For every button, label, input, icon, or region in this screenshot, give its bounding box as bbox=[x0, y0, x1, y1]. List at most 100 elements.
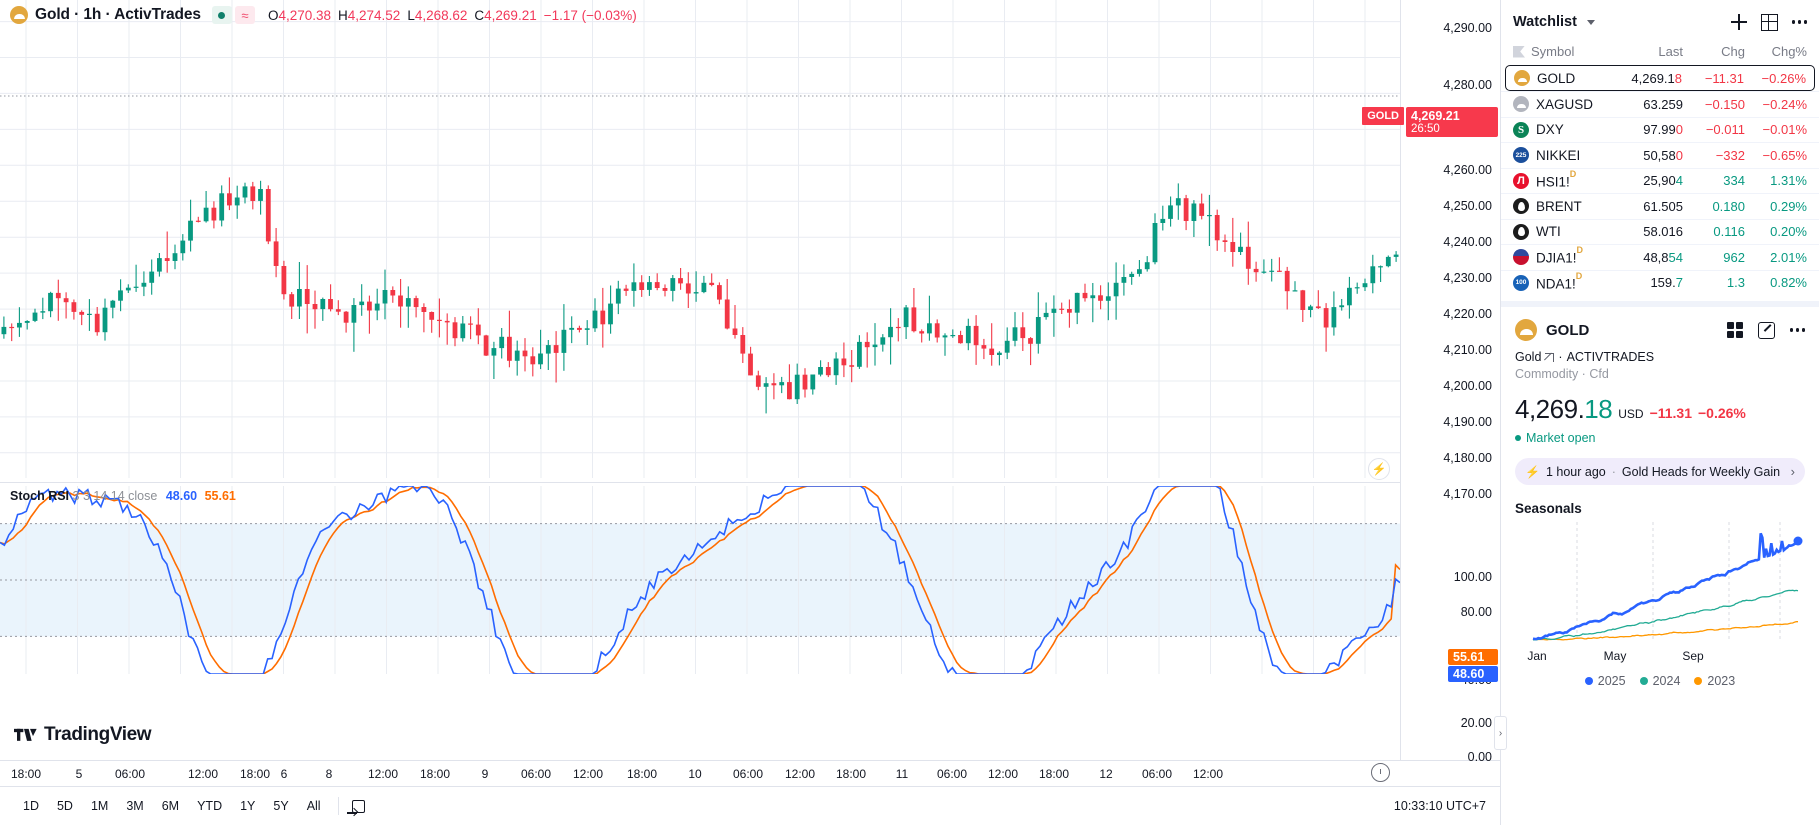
range-button-all[interactable]: All bbox=[306, 799, 321, 813]
nikkei-icon: 225 bbox=[1513, 147, 1529, 164]
squares-icon[interactable] bbox=[1726, 322, 1743, 338]
legend-label: 2024 bbox=[1652, 674, 1681, 688]
grid-expand-icon[interactable] bbox=[1760, 13, 1778, 31]
range-button-1m[interactable]: 1M bbox=[90, 799, 109, 813]
time-tick: 06:00 bbox=[520, 767, 552, 781]
symbol-name: WTI bbox=[1536, 224, 1561, 240]
time-tick: 12 bbox=[1099, 767, 1113, 781]
chevron-right-icon[interactable]: › bbox=[1790, 464, 1795, 479]
news-headline: Gold Heads for Weekly Gain bbox=[1621, 464, 1781, 479]
price-tick: 4,290.00 bbox=[1443, 21, 1492, 35]
alert-lightning-icon[interactable]: ⚡ bbox=[1368, 458, 1390, 480]
calendar-goto-icon[interactable] bbox=[346, 798, 365, 815]
watchlist-row-hsi1[interactable]: Л HSI1!D 25,904 334 1.31% bbox=[1501, 167, 1819, 194]
seasonals-title: Seasonals bbox=[1515, 501, 1582, 516]
range-button-3m[interactable]: 3M bbox=[126, 799, 144, 813]
price-tick: 4,280.00 bbox=[1443, 78, 1492, 92]
wave-icon[interactable]: ≈ bbox=[234, 6, 255, 24]
legend-label: 2025 bbox=[1597, 674, 1626, 688]
last-price-cell: 4,269.18 bbox=[1631, 70, 1682, 86]
chart-title[interactable]: Gold · 1h · ActivTrades bbox=[35, 6, 201, 23]
seasonals-x-labels: Jan May Sep bbox=[1515, 649, 1805, 665]
more-options-icon[interactable] bbox=[1791, 20, 1807, 24]
column-symbol-label: Symbol bbox=[1531, 44, 1575, 59]
more-options-icon[interactable] bbox=[1789, 328, 1805, 332]
tradingview-logo[interactable]: TradingView bbox=[14, 724, 152, 746]
range-button-6m[interactable]: 6M bbox=[161, 799, 180, 813]
stoch-rsi-plot[interactable] bbox=[0, 486, 1400, 674]
symbol-price-block: 4,269.18 USD −11.31 −0.26% bbox=[1515, 394, 1805, 425]
legend-item-2024[interactable]: 2024 bbox=[1639, 674, 1681, 688]
watchlist-row-gold[interactable]: GOLD 4,269.18 −11.31 −0.26% bbox=[1505, 65, 1815, 91]
stoch-tick: 100.00 bbox=[1453, 570, 1492, 584]
symbol-detail-name[interactable]: GOLD bbox=[1546, 321, 1590, 339]
gold-icon bbox=[1514, 70, 1530, 86]
stoch-d-badge: 55.61 bbox=[1448, 649, 1498, 665]
status-dot-icon[interactable] bbox=[211, 6, 232, 24]
time-tick: 12:00 bbox=[987, 767, 1019, 781]
column-symbol[interactable]: Symbol bbox=[1513, 44, 1621, 59]
chart-area: Gold · 1h · ActivTrades ≈ O4,270.38 H4,2… bbox=[0, 0, 1500, 825]
range-button-1y[interactable]: 1Y bbox=[240, 799, 256, 813]
chevron-down-icon[interactable] bbox=[1586, 19, 1595, 25]
watchlist-row-brent[interactable]: BRENT 61.505 0.180 0.29% bbox=[1501, 193, 1819, 219]
time-scale[interactable]: 18:00 5 06:00 12:00 18:00 6 8 12:00 18:0… bbox=[0, 760, 1500, 786]
candlestick-plot[interactable] bbox=[0, 0, 1400, 478]
time-tick: 10 bbox=[688, 767, 702, 781]
last-price-cell: 50,580 bbox=[1643, 147, 1683, 163]
lightning-icon: ⚡ bbox=[1525, 464, 1540, 479]
watchlist-row-dxy[interactable]: S DXY 97.990 −0.011 −0.01% bbox=[1501, 116, 1819, 143]
dxy-icon: S bbox=[1513, 121, 1529, 138]
seasonals-x-tick: Sep bbox=[1682, 649, 1704, 663]
market-status-label: Market open bbox=[1526, 431, 1596, 445]
price-change: −11.31 bbox=[1649, 405, 1692, 421]
watchlist-title[interactable]: Watchlist bbox=[1513, 14, 1577, 30]
external-link-icon[interactable] bbox=[1545, 352, 1555, 362]
change-cell: 0.180 bbox=[1712, 198, 1745, 214]
plus-icon[interactable] bbox=[1730, 14, 1747, 30]
column-chg[interactable]: Chg bbox=[1721, 44, 1745, 59]
range-button-5y[interactable]: 5Y bbox=[273, 799, 289, 813]
legend-item-2025[interactable]: 2025 bbox=[1584, 674, 1626, 688]
seasonals-chart[interactable] bbox=[1515, 522, 1805, 642]
low-label: L bbox=[407, 7, 415, 23]
open-value: 4,270.38 bbox=[278, 7, 332, 23]
news-item[interactable]: ⚡ 1 hour ago · Gold Heads for Weekly Gai… bbox=[1515, 458, 1805, 485]
session-clock-text: 10:33:10 UTC+7 bbox=[1393, 799, 1486, 813]
change-pct-cell: 1.31% bbox=[1770, 173, 1807, 189]
panel-collapse-handle[interactable]: › bbox=[1494, 716, 1507, 750]
time-tick: 06:00 bbox=[732, 767, 764, 781]
change-cell: 962 bbox=[1723, 249, 1745, 265]
watchlist-header: Watchlist bbox=[1501, 0, 1819, 44]
gold-coin-icon bbox=[10, 6, 28, 24]
pane-separator[interactable] bbox=[0, 482, 1400, 483]
symbol-cell: XAGUSD bbox=[1513, 96, 1621, 113]
stoch-tick: 80.00 bbox=[1460, 605, 1492, 619]
column-last[interactable]: Last bbox=[1658, 44, 1683, 59]
time-tick: 06:00 bbox=[1141, 767, 1173, 781]
session-clock-icon[interactable] bbox=[1371, 763, 1390, 782]
change-cell: −0.011 bbox=[1705, 122, 1745, 138]
watchlist-row-xagusd[interactable]: XAGUSD 63.259 −0.150 −0.24% bbox=[1501, 91, 1819, 117]
watchlist-row-djia1[interactable]: DJIA1!D 48,854 962 2.01% bbox=[1501, 244, 1819, 270]
column-chgp[interactable]: Chg% bbox=[1771, 44, 1807, 59]
watchlist-row-nikkei[interactable]: 225 NIKKEI 50,580 −332 −0.65% bbox=[1501, 142, 1819, 168]
range-button-ytd[interactable]: YTD bbox=[197, 799, 223, 813]
symbol-cell: GOLD bbox=[1514, 70, 1620, 86]
symbol-price: 4,269.18 bbox=[1515, 394, 1613, 425]
symbol-name: NDA1!D bbox=[1536, 270, 1583, 292]
range-button-5d[interactable]: 5D bbox=[56, 799, 73, 813]
tradingview-mark-icon bbox=[14, 728, 37, 741]
watchlist-actions bbox=[1730, 13, 1807, 31]
pencil-icon[interactable] bbox=[1757, 321, 1775, 339]
range-button-1d[interactable]: 1D bbox=[23, 799, 39, 813]
news-separator: · bbox=[1611, 464, 1616, 479]
price-tick: 4,200.00 bbox=[1443, 379, 1492, 393]
price-dec: 18 bbox=[1584, 394, 1613, 424]
watchlist-rows: GOLD 4,269.18 −11.31 −0.26% XAGUSD 63.259 −0.1… bbox=[1501, 65, 1819, 295]
watchlist-row-wti[interactable]: WTI 58.016 0.116 0.20% bbox=[1501, 218, 1819, 245]
legend-item-2023[interactable]: 2023 bbox=[1694, 674, 1735, 688]
time-tick: 12:00 bbox=[784, 767, 816, 781]
watchlist-row-nda1[interactable]: 100 NDA1!D 159.7 1.3 0.82% bbox=[1501, 269, 1819, 296]
symbol-flag-label: GOLD bbox=[1362, 107, 1404, 125]
